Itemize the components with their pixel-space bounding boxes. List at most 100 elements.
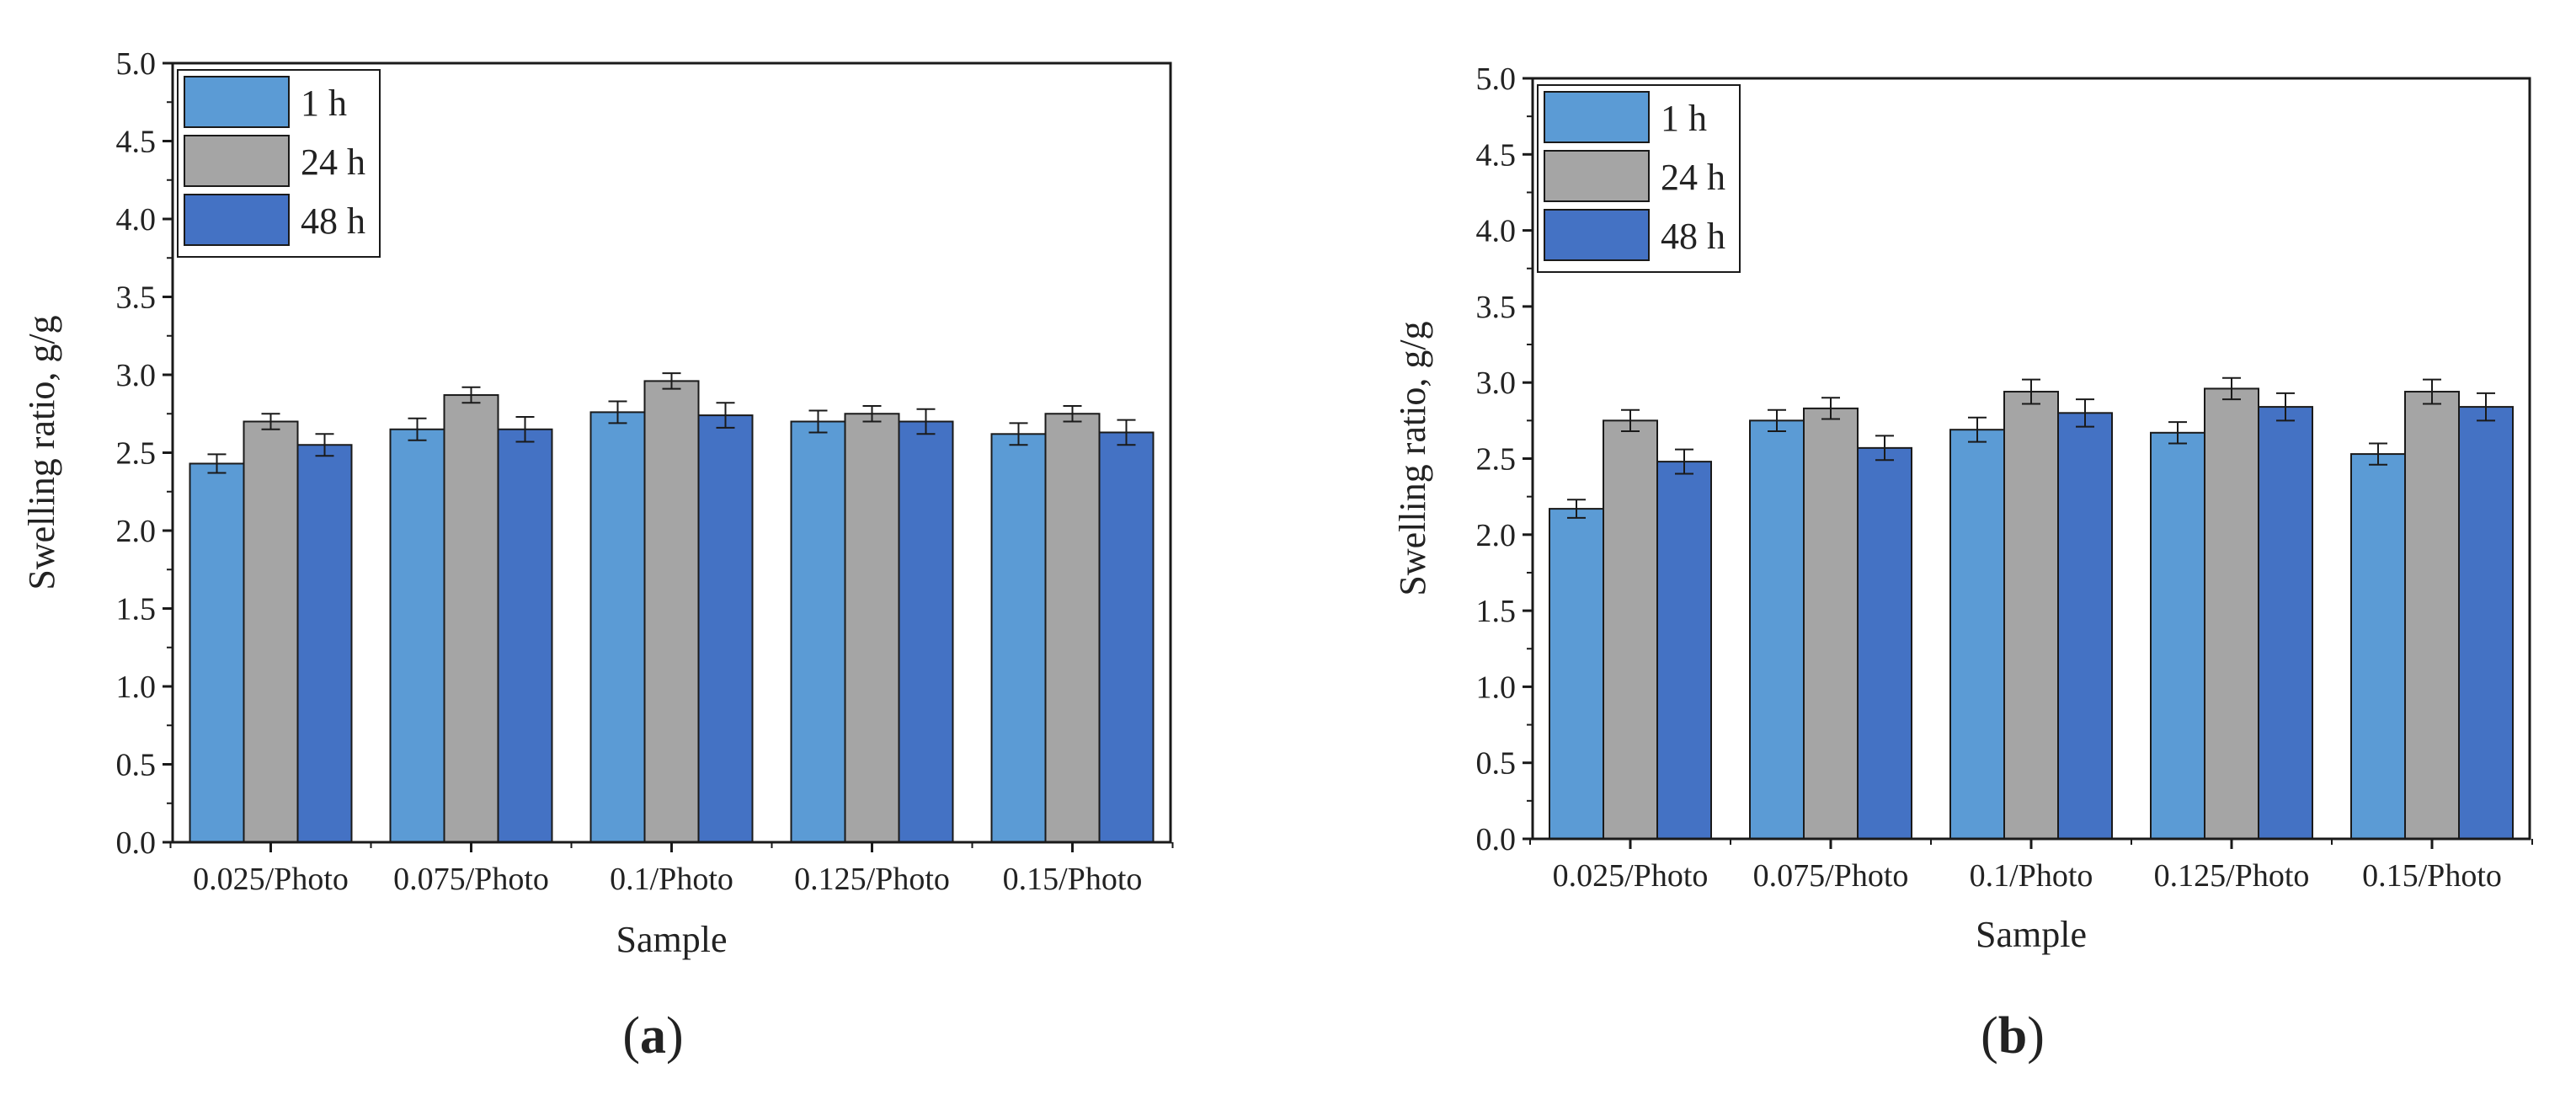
x-tick-label: 0.1/Photo [1970, 858, 2093, 894]
x-axis-title: Sample [1976, 914, 2087, 955]
error-bar [2076, 398, 2094, 428]
y-tick-label: 2.0 [1476, 518, 1517, 553]
bar-48h-0.125/Photo [2258, 406, 2313, 840]
y-tick-label: 4.5 [116, 125, 157, 160]
x-tick-label: 0.15/Photo [2362, 858, 2502, 894]
bar-1h-0.1/Photo [1949, 429, 2005, 840]
bar-24h-0.15/Photo [2404, 391, 2460, 840]
legend-swatch-48h [1544, 209, 1650, 261]
x-tick-label: 0.025/Photo [193, 862, 349, 897]
error-bar [916, 408, 936, 435]
error-bar [1567, 499, 1586, 519]
error-bar [207, 453, 227, 474]
x-tick-label: 0.025/Photo [1553, 858, 1709, 894]
bar-24h-0.15/Photo [1044, 413, 1101, 843]
legend-label: 48 h [1661, 216, 1725, 257]
bar-1h-0.075/Photo [1749, 419, 1805, 840]
y-axis-title: Swelling ratio, g/g [21, 315, 62, 590]
bar-1h-0.125/Photo [790, 420, 846, 843]
legend-swatch-24h [1544, 150, 1650, 202]
error-bar [2276, 392, 2295, 422]
x-tick-label: 0.1/Photo [610, 862, 733, 897]
bar-24h-0.025/Photo [1603, 419, 1658, 840]
y-tick-label: 4.0 [116, 202, 157, 238]
y-tick-label: 3.0 [116, 358, 157, 393]
y-tick-label: 1.5 [1476, 594, 1517, 629]
y-tick-label: 5.0 [1476, 61, 1517, 97]
legend-label: 1 h [301, 83, 347, 124]
panel-label: (a) [622, 1007, 683, 1065]
y-tick-label: 2.5 [116, 436, 157, 472]
bar-24h-0.1/Photo [643, 380, 700, 843]
bar-24h-0.125/Photo [2204, 387, 2259, 840]
panel-letter: a [640, 1007, 666, 1065]
y-tick-label: 1.0 [116, 670, 157, 705]
y-tick-label: 1.5 [116, 592, 157, 627]
error-bar [716, 402, 735, 429]
error-bar [808, 409, 828, 434]
error-bar [1675, 448, 1693, 475]
y-axis-title: Swelling ratio, g/g [1392, 321, 1433, 595]
x-tick-label: 0.125/Photo [2154, 858, 2310, 894]
bar-1h-0.1/Photo [589, 411, 646, 843]
error-bar [2022, 378, 2040, 405]
bar-48h-0.075/Photo [497, 428, 553, 843]
legend: 1 h 24 h 48 h [177, 69, 381, 258]
bar-48h-0.025/Photo [296, 444, 353, 843]
y-tick-label: 3.5 [1476, 290, 1517, 325]
y-tick-label: 2.5 [1476, 442, 1517, 478]
legend-swatch-48h [184, 194, 290, 246]
x-tick-label: 0.125/Photo [794, 862, 950, 897]
error-bar [261, 413, 280, 430]
error-bar [1621, 408, 1640, 432]
y-tick-label: 0.5 [1476, 746, 1517, 782]
error-bar [862, 405, 882, 423]
chart-panel-a: 0.0 0.5 1.0 1.5 2.0 2.5 3.0 3.5 4.0 4.5 5.0 0.025/P… [21, 46, 1174, 1065]
legend-swatch-1h [1544, 91, 1650, 143]
x-axis-title: Sample [616, 919, 728, 960]
error-bar [1821, 397, 1840, 420]
error-bar [315, 433, 334, 457]
bar-48h-0.15/Photo [1098, 431, 1155, 843]
bar-48h-0.15/Photo [2458, 406, 2514, 840]
bar-1h-0.15/Photo [2350, 453, 2406, 840]
legend-label: 48 h [301, 200, 365, 242]
error-bar [1117, 419, 1136, 446]
error-bar [1063, 405, 1082, 423]
bar-24h-0.075/Photo [443, 394, 499, 843]
x-tick-label: 0.15/Photo [1003, 862, 1143, 897]
legend: 1 h 24 h 48 h [1537, 84, 1741, 273]
error-bar [2423, 378, 2441, 405]
chart-panel-b: 0.0 0.5 1.0 1.5 2.0 2.5 3.0 3.5 4.0 4.5 5.0 0.025/P… [1392, 61, 2533, 1065]
y-tick-label: 0.0 [1476, 822, 1517, 857]
panel-letter: b [1998, 1007, 2027, 1065]
y-tick-label: 1.0 [1476, 670, 1517, 705]
y-tick-label: 5.0 [116, 46, 157, 82]
bar-48h-0.125/Photo [898, 420, 954, 843]
bar-48h-0.1/Photo [697, 414, 754, 843]
bar-1h-0.025/Photo [1549, 508, 1604, 841]
bar-24h-0.025/Photo [243, 420, 299, 843]
legend-label: 24 h [1661, 157, 1725, 198]
error-bar [461, 386, 481, 404]
legend-swatch-1h [184, 76, 290, 128]
error-bar [515, 415, 535, 443]
error-bar [2168, 421, 2187, 445]
error-bar [662, 372, 681, 390]
panel-label: (b) [1981, 1007, 2045, 1065]
bar-48h-0.075/Photo [1857, 446, 1912, 840]
error-bar [2477, 392, 2495, 422]
bar-48h-0.1/Photo [2057, 412, 2113, 840]
x-tick-label: 0.075/Photo [1753, 858, 1909, 894]
error-bar [1968, 416, 1987, 443]
bar-1h-0.025/Photo [189, 462, 245, 843]
bar-1h-0.075/Photo [389, 428, 445, 843]
y-tick-label: 3.5 [116, 280, 157, 316]
bar-24h-0.075/Photo [1803, 407, 1859, 840]
error-bar [1875, 435, 1894, 462]
error-bar [408, 417, 427, 441]
y-tick-label: 4.5 [1476, 137, 1517, 173]
bar-24h-0.1/Photo [2003, 391, 2059, 840]
bar-24h-0.125/Photo [844, 413, 900, 843]
